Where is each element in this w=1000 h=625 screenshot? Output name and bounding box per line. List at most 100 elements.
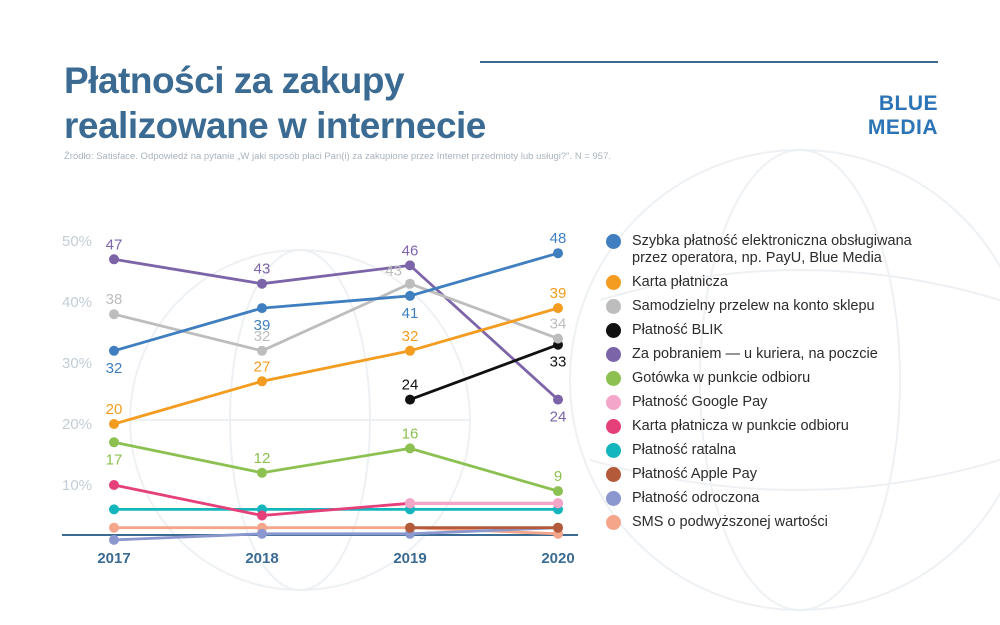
data-point: [553, 486, 563, 497]
source-note: Źródło: Satisface. Odpowiedź na pytanie …: [64, 151, 612, 162]
data-point: [109, 419, 119, 429]
series-line: [113, 257, 559, 401]
legend-item: Płatność odroczona: [606, 490, 946, 507]
y-tick-label: 40%: [62, 294, 92, 311]
data-label: 39: [254, 317, 271, 334]
series-line: [113, 483, 558, 517]
legend-swatch: [606, 395, 621, 410]
data-label: 24: [402, 377, 419, 394]
data-label: 47: [106, 236, 123, 253]
series-line: [113, 282, 559, 353]
legend-swatch: [606, 515, 621, 530]
data-label: 9: [554, 468, 562, 485]
legend-label: Za pobraniem — u kuriera, na poczcie: [632, 346, 878, 362]
data-point: [257, 345, 267, 356]
legend-item: Płatność Apple Pay: [606, 466, 946, 483]
data-label: 32: [254, 328, 271, 345]
data-point: [109, 437, 119, 448]
data-point: [553, 522, 563, 533]
brand-line-1: BLUE: [878, 92, 938, 115]
data-point: [109, 309, 119, 320]
legend-swatch: [606, 419, 621, 434]
title-line-2: realizowane w internecie: [64, 105, 486, 146]
series-line: [113, 526, 559, 542]
data-point: [405, 522, 415, 533]
data-point: [257, 467, 267, 478]
legend-item: Karta płatnicza: [606, 274, 946, 291]
legend-item: Za pobraniem — u kuriera, na poczcie: [606, 346, 946, 363]
data-point: [109, 480, 119, 490]
legend-swatch: [606, 443, 621, 458]
data-point: [405, 260, 415, 271]
legend-label: Płatność ratalna: [632, 442, 736, 458]
data-point: [553, 303, 563, 314]
data-label: 33: [550, 354, 567, 371]
data-point: [109, 534, 119, 545]
legend-item: Płatność Google Pay: [606, 394, 946, 411]
data-label: 38: [106, 291, 123, 308]
series-line: [409, 343, 559, 401]
data-label: 20: [106, 401, 123, 418]
data-point: [257, 510, 267, 521]
header-rule: [480, 61, 938, 63]
y-tick-label: 10%: [62, 477, 92, 494]
x-tick-label: 2019: [393, 550, 426, 567]
data-label: 41: [402, 305, 419, 322]
data-point: [257, 376, 267, 387]
data-point: [109, 504, 119, 515]
legend-label: Samodzielny przelew na konto sklepu: [632, 298, 875, 314]
data-point: [553, 498, 563, 509]
legend-item: Płatność ratalna: [606, 442, 946, 459]
data-label: 12: [254, 450, 271, 467]
data-point: [405, 394, 415, 405]
page-title: Płatności za zakupy realizowane w intern…: [64, 58, 486, 148]
chart-legend: Szybka płatność elektroniczna obsługiwan…: [606, 233, 946, 538]
legend-swatch: [606, 323, 621, 338]
legend-label: Szybka płatność elektroniczna obsługiwan…: [632, 233, 912, 266]
data-point: [257, 528, 267, 539]
x-tick-label: 2018: [245, 550, 278, 567]
legend-swatch: [606, 491, 621, 506]
legend-item: Gotówka w punkcie odbioru: [606, 370, 946, 387]
data-point: [553, 333, 563, 344]
legend-item: Karta płatnicza w punkcie odbioru: [606, 418, 946, 435]
series-line: [113, 306, 559, 426]
data-point: [257, 278, 267, 289]
brand-logo: BLUE MEDIA: [868, 92, 938, 140]
data-point: [109, 254, 119, 265]
data-point: [109, 522, 119, 533]
data-label: 27: [254, 358, 271, 375]
data-point: [553, 394, 563, 405]
data-point: [405, 443, 415, 454]
legend-swatch: [606, 275, 621, 290]
data-point: [405, 290, 415, 301]
legend-label: Karta płatnicza: [632, 274, 728, 290]
series-line: [113, 251, 559, 353]
legend-label: Karta płatnicza w punkcie odbioru: [632, 418, 849, 434]
data-label: 16: [402, 425, 419, 442]
data-point: [109, 345, 119, 356]
data-label: 43: [385, 263, 402, 280]
legend-swatch: [606, 299, 621, 314]
x-tick-label: 2017: [97, 550, 130, 567]
legend-item: Płatność BLIK: [606, 322, 946, 339]
legend-swatch: [606, 467, 621, 482]
data-label: 24: [550, 409, 567, 426]
legend-label: Płatność BLIK: [632, 322, 724, 338]
legend-swatch: [606, 347, 621, 362]
data-label: 32: [402, 328, 419, 345]
data-label: 39: [550, 285, 567, 302]
data-label: 43: [254, 261, 271, 278]
data-label: 34: [550, 316, 567, 333]
legend-item: SMS o podwyższonej wartości: [606, 514, 946, 531]
data-label: 17: [106, 451, 123, 468]
title-line-1: Płatności za zakupy: [64, 60, 405, 101]
y-tick-label: 50%: [62, 233, 92, 250]
data-label: 48: [550, 230, 567, 247]
y-tick-label: 30%: [62, 355, 92, 372]
data-label: 46: [402, 242, 419, 259]
legend-label: Płatność odroczona: [632, 490, 760, 506]
data-label: 32: [106, 360, 123, 377]
